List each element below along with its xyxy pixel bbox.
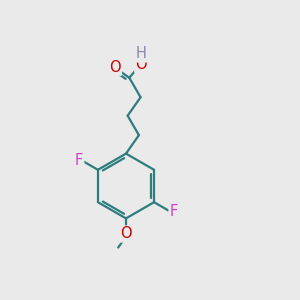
Text: H: H — [136, 46, 146, 62]
Text: O: O — [135, 57, 147, 72]
Text: F: F — [75, 154, 83, 169]
Text: O: O — [109, 60, 121, 75]
Text: F: F — [169, 203, 178, 218]
Text: O: O — [120, 226, 132, 242]
